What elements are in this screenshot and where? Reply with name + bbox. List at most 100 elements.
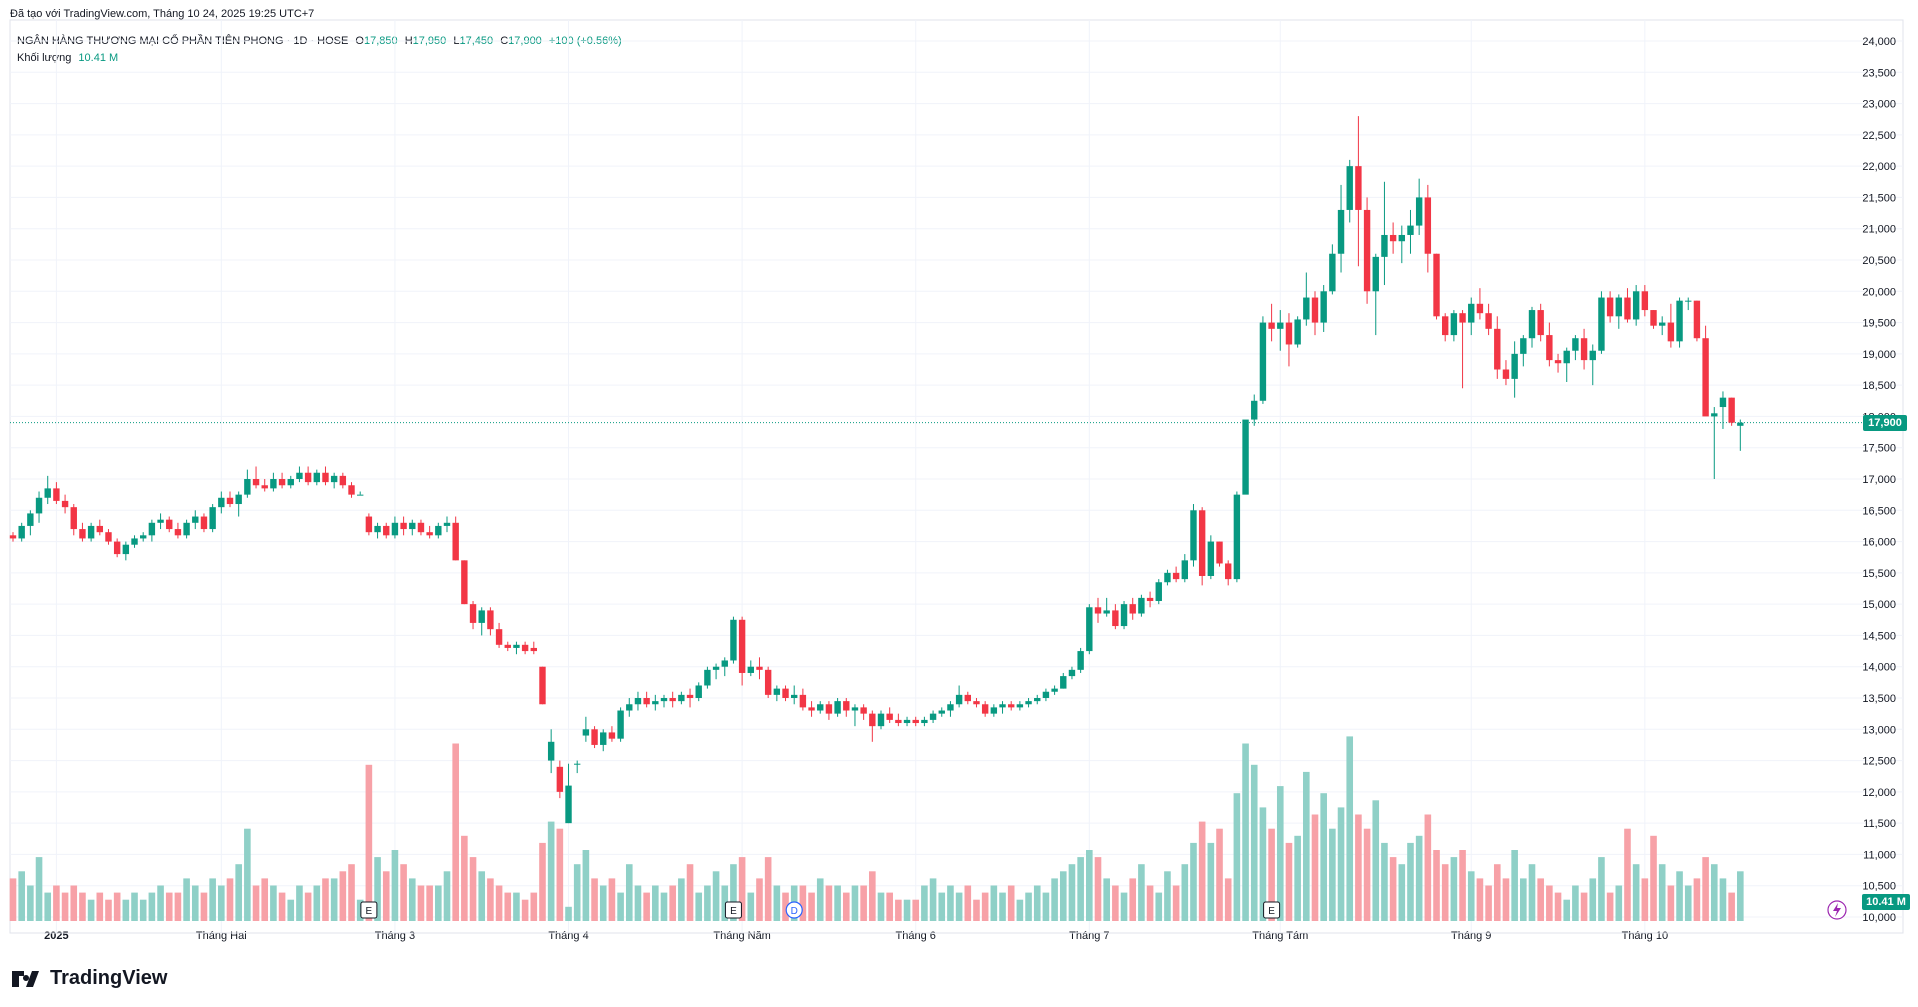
candle-down — [9, 535, 17, 539]
tradingview-logo[interactable]: TradingView — [12, 967, 167, 990]
volume-bar — [869, 871, 876, 921]
volume-bar — [53, 885, 60, 921]
candle-down — [200, 516, 208, 530]
volume-bar — [999, 892, 1006, 921]
volume-bar — [226, 878, 234, 921]
volume-bar — [382, 871, 390, 921]
candle-down — [96, 525, 103, 533]
volume-bar — [521, 899, 529, 921]
volume-bar — [1363, 828, 1371, 921]
candle-up — [634, 698, 642, 705]
y-tick-label: 17,500 — [1862, 443, 1896, 455]
volume-label[interactable]: Khối lượng — [17, 52, 72, 64]
candle-down — [105, 532, 112, 542]
volume-bar — [556, 828, 564, 921]
candle-down — [1112, 610, 1119, 627]
candle-down — [452, 522, 459, 561]
volume-bar — [808, 892, 815, 921]
earnings-event-marker[interactable]: E — [724, 901, 742, 919]
y-tick-label: 24,000 — [1862, 36, 1896, 48]
volume-bar — [70, 885, 78, 921]
volume-bar — [287, 899, 295, 921]
volume-bar — [235, 864, 242, 921]
volume-bar — [322, 878, 329, 921]
candle-up — [1051, 688, 1058, 692]
volume-bar — [530, 892, 538, 921]
earnings-event-marker[interactable]: E — [1263, 901, 1281, 919]
candle-down — [383, 525, 390, 536]
candle-up — [817, 704, 824, 711]
candle-down — [1424, 197, 1432, 254]
volume-bar — [1598, 857, 1605, 921]
candle-down — [1702, 338, 1709, 417]
candle-down — [608, 732, 616, 739]
volume-bar — [252, 885, 260, 921]
candle-down — [1442, 316, 1449, 336]
candle-up — [1120, 604, 1128, 627]
volume-bar — [200, 892, 208, 921]
candle-up — [235, 494, 242, 505]
volume-bar — [1589, 878, 1597, 921]
volume-bar — [573, 864, 581, 921]
candle-down — [417, 522, 425, 533]
volume-bar — [825, 885, 833, 921]
volume-bar — [1294, 835, 1301, 921]
volume-bar — [426, 885, 433, 921]
volume-bar — [452, 743, 459, 921]
candle-down — [756, 666, 763, 670]
volume-bar — [1181, 864, 1189, 921]
volume-bar — [1641, 878, 1649, 921]
volume-bar — [1572, 885, 1579, 921]
candle-down — [1129, 604, 1136, 614]
volume-bar — [1381, 842, 1388, 921]
volume-bar — [973, 899, 980, 921]
volume-bar — [1190, 842, 1197, 921]
event-label: E — [366, 906, 373, 917]
candle-up — [1016, 704, 1024, 708]
dividend-event-marker[interactable]: D — [785, 901, 803, 919]
candle-up — [1615, 297, 1622, 317]
volume-bar — [105, 899, 112, 921]
y-tick-label: 23,500 — [1862, 67, 1896, 79]
volume-bar — [1676, 871, 1683, 921]
candle-up — [1259, 322, 1267, 401]
candle-up — [990, 707, 998, 714]
volume-bar — [1138, 864, 1145, 921]
candle-down — [1580, 338, 1588, 361]
volume-bar — [139, 899, 147, 921]
event-label: D — [791, 906, 798, 917]
candle-up — [547, 741, 555, 761]
volume-bar — [1433, 850, 1440, 921]
volume-bar — [1346, 736, 1354, 921]
volume-bar — [435, 885, 442, 921]
volume-bar — [1233, 793, 1241, 921]
volume-bar — [35, 857, 43, 921]
volume-bar — [18, 871, 25, 921]
volume-bar — [244, 828, 251, 921]
volume-bar — [1737, 871, 1744, 921]
volume-bar — [842, 892, 850, 921]
volume-bar — [886, 892, 893, 921]
candle-up — [1711, 413, 1718, 417]
candle-up — [357, 494, 364, 496]
event-label: E — [730, 906, 737, 917]
volume-bar — [625, 864, 633, 921]
candle-down — [1693, 300, 1701, 339]
earnings-event-marker[interactable]: E — [360, 901, 378, 919]
volume-bar — [1355, 814, 1362, 921]
candle-up — [1598, 297, 1605, 351]
volume-bar — [773, 885, 781, 921]
volume-bar — [1112, 885, 1119, 921]
candle-up — [209, 507, 216, 530]
candle-up — [1528, 310, 1536, 339]
candle-up — [617, 710, 624, 739]
candle-down — [1311, 297, 1319, 323]
volume-bar — [1042, 892, 1050, 921]
candle-up — [1320, 291, 1327, 323]
y-tick-label: 14,000 — [1862, 662, 1896, 674]
y-tick-label: 15,500 — [1862, 568, 1896, 580]
candle-up — [218, 497, 225, 508]
earnings-marker-box — [360, 901, 378, 919]
volume-bar — [591, 878, 598, 921]
